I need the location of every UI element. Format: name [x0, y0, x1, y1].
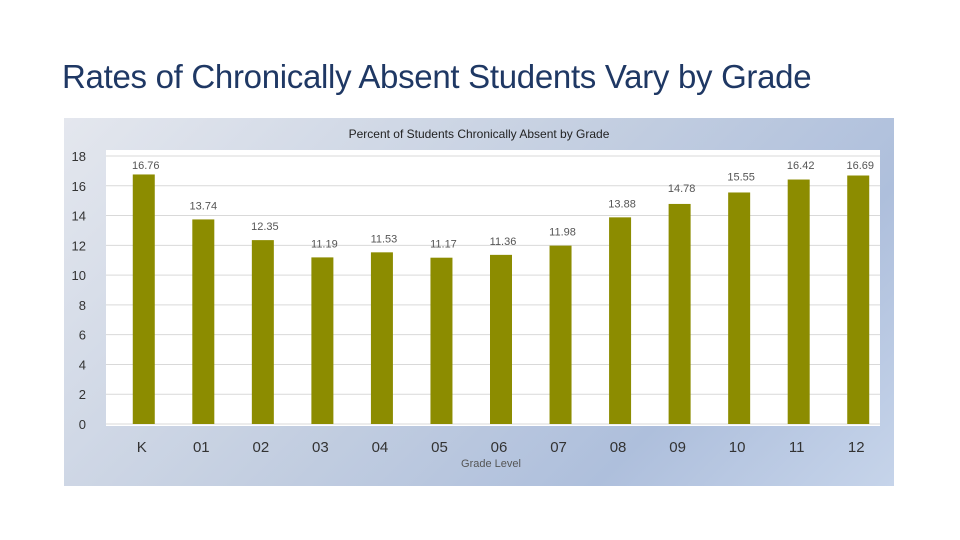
- y-tick-label: 18: [72, 149, 86, 164]
- x-tick-label: 04: [372, 439, 389, 456]
- data-label: 13.88: [608, 198, 636, 210]
- bar: [132, 174, 155, 424]
- x-tick-label: 07: [550, 439, 567, 456]
- chart-container: 16.76 13.74 12.35 11.19 11.53 11.17 11.36 11.98…: [64, 118, 894, 486]
- y-tick-label: 10: [72, 268, 86, 283]
- bar: [490, 254, 512, 424]
- data-label: 11.19: [311, 238, 338, 250]
- y-tick-label: 4: [79, 357, 86, 372]
- bar: [609, 217, 632, 424]
- x-tick-label: 03: [312, 439, 329, 456]
- bar: [311, 257, 334, 424]
- x-axis-title: Grade Level: [461, 458, 521, 470]
- bar-chart: 16.76 13.74 12.35 11.19 11.53 11.17 11.36 11.98…: [72, 127, 880, 470]
- x-tick-label: 06: [491, 439, 508, 456]
- y-tick-label: 0: [79, 417, 86, 432]
- y-tick-label: 2: [79, 387, 86, 402]
- data-label: 16.42: [787, 160, 815, 172]
- data-label: 11.17: [430, 239, 457, 251]
- data-label: 16.76: [132, 160, 160, 172]
- bar: [728, 192, 751, 424]
- x-tick-label: 10: [729, 439, 746, 456]
- data-label: 11.53: [371, 233, 398, 245]
- data-labels: 16.76 13.74 12.35 11.19 11.53 11.17 11.36 11.98…: [132, 160, 874, 251]
- bar: [787, 179, 810, 424]
- x-tick-label: 11: [789, 439, 805, 456]
- bar: [192, 219, 215, 424]
- data-label: 12.35: [251, 221, 279, 233]
- y-tick-label: 12: [72, 238, 86, 253]
- data-label: 16.69: [846, 160, 874, 172]
- x-tick-label: K: [137, 439, 147, 456]
- bar: [549, 245, 572, 424]
- x-tick-label: 09: [669, 439, 686, 456]
- bar: [370, 252, 393, 424]
- data-label: 15.55: [727, 171, 755, 183]
- data-label: 13.74: [190, 200, 218, 212]
- slide-title: Rates of Chronically Absent Students Var…: [62, 58, 812, 95]
- x-axis-ticks: K 01 02 03 04 05 06 07 08 09 10 11 12: [137, 439, 865, 456]
- y-tick-label: 6: [79, 328, 86, 343]
- x-tick-label: 02: [253, 439, 270, 456]
- bar: [251, 240, 274, 424]
- bar: [430, 257, 453, 424]
- x-tick-label: 08: [610, 439, 627, 456]
- x-tick-label: 05: [431, 439, 448, 456]
- y-tick-label: 16: [72, 179, 86, 194]
- y-axis-ticks: 0 2 4 6 8 10 12 14 16 18: [72, 149, 86, 432]
- data-label: 11.98: [549, 227, 576, 239]
- y-tick-label: 8: [79, 298, 86, 313]
- chart-title: Percent of Students Chronically Absent b…: [349, 127, 610, 141]
- bar: [847, 175, 870, 424]
- bars: [132, 174, 870, 424]
- x-tick-label: 01: [193, 439, 210, 456]
- x-tick-label: 12: [848, 439, 865, 456]
- y-tick-label: 14: [72, 209, 86, 224]
- bar: [668, 203, 691, 424]
- data-label: 11.36: [490, 236, 517, 248]
- data-label: 14.78: [668, 183, 696, 195]
